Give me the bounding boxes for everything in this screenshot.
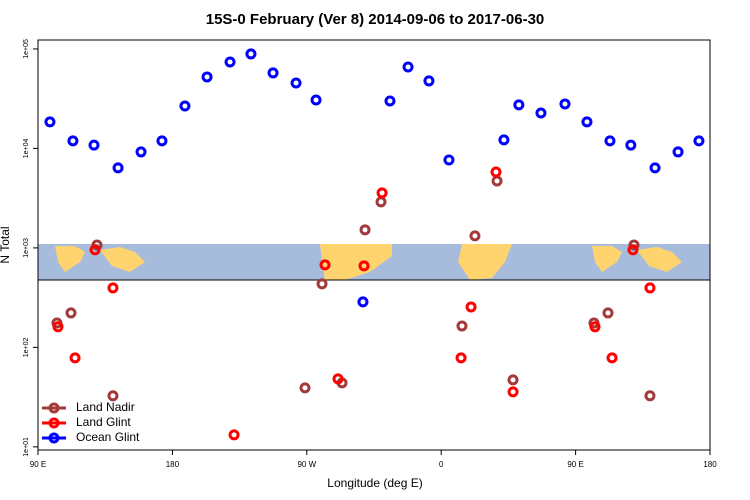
point bbox=[376, 187, 388, 199]
point bbox=[602, 307, 614, 319]
point bbox=[89, 244, 101, 256]
point bbox=[589, 321, 601, 333]
point bbox=[316, 278, 328, 290]
point bbox=[507, 374, 519, 386]
point bbox=[513, 99, 525, 111]
x-tick-label: 180 bbox=[166, 460, 180, 469]
point bbox=[245, 48, 257, 60]
map-band bbox=[38, 244, 710, 281]
point bbox=[625, 139, 637, 151]
point bbox=[627, 244, 639, 256]
point bbox=[628, 239, 640, 251]
point bbox=[224, 56, 236, 68]
point bbox=[491, 175, 503, 187]
point bbox=[649, 162, 661, 174]
x-tick-label: 90 W bbox=[297, 460, 316, 469]
legend-label: Land Glint bbox=[76, 415, 131, 429]
legend-label: Land Nadir bbox=[76, 400, 135, 414]
legend-label: Ocean Glint bbox=[76, 430, 140, 444]
point bbox=[606, 352, 618, 364]
y-tick-label: 1e+02 bbox=[23, 337, 30, 357]
point bbox=[443, 154, 455, 166]
point bbox=[52, 321, 64, 333]
y-axis-label: N Total bbox=[0, 226, 12, 263]
point bbox=[179, 100, 191, 112]
y-tick-label: 1e+03 bbox=[23, 238, 30, 258]
point bbox=[375, 196, 387, 208]
point bbox=[290, 77, 302, 89]
point bbox=[402, 61, 414, 73]
y-tick-label: 1e+04 bbox=[23, 138, 30, 158]
point bbox=[359, 224, 371, 236]
point bbox=[319, 259, 331, 271]
point bbox=[672, 146, 684, 158]
point bbox=[535, 107, 547, 119]
point bbox=[299, 382, 311, 394]
point bbox=[693, 135, 705, 147]
y-tick-label: 1e+05 bbox=[23, 39, 30, 59]
point bbox=[67, 135, 79, 147]
point bbox=[107, 390, 119, 402]
point bbox=[604, 135, 616, 147]
x-tick-label: 90 E bbox=[567, 460, 583, 469]
point bbox=[332, 373, 344, 385]
x-tick-label: 180 bbox=[703, 460, 717, 469]
point bbox=[156, 135, 168, 147]
point bbox=[384, 95, 396, 107]
chart-title: 15S-0 February (Ver 8) 2014-09-06 to 201… bbox=[206, 11, 545, 28]
plot-frame bbox=[37, 39, 711, 451]
point bbox=[490, 166, 502, 178]
point bbox=[465, 301, 477, 313]
point bbox=[455, 352, 467, 364]
point bbox=[644, 282, 656, 294]
point bbox=[201, 71, 213, 83]
point bbox=[423, 75, 435, 87]
point bbox=[469, 230, 481, 242]
legend-marker bbox=[48, 432, 60, 444]
point bbox=[559, 98, 571, 110]
point bbox=[456, 320, 468, 332]
legend-marker bbox=[48, 402, 60, 414]
point bbox=[228, 429, 240, 441]
point bbox=[357, 296, 369, 308]
point bbox=[581, 116, 593, 128]
legend-marker bbox=[48, 417, 60, 429]
x-tick-label: 90 E bbox=[30, 460, 46, 469]
point bbox=[112, 162, 124, 174]
x-tick-label: 0 bbox=[439, 460, 444, 469]
point bbox=[358, 260, 370, 272]
point bbox=[507, 386, 519, 398]
point bbox=[498, 134, 510, 146]
point bbox=[69, 352, 81, 364]
point bbox=[65, 307, 77, 319]
x-axis-label: Longitude (deg E) bbox=[327, 476, 422, 490]
point bbox=[644, 390, 656, 402]
point bbox=[135, 146, 147, 158]
point bbox=[88, 139, 100, 151]
point bbox=[107, 282, 119, 294]
point bbox=[44, 116, 56, 128]
point bbox=[267, 67, 279, 79]
point bbox=[310, 94, 322, 106]
y-tick-label: 1e+01 bbox=[23, 437, 30, 457]
